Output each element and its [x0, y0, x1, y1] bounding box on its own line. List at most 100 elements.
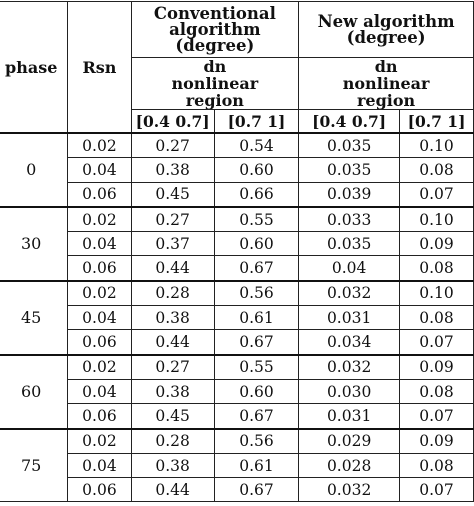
phase-cell: 0: [0, 132, 69, 208]
rsn-cell: 0.02: [67, 205, 132, 233]
rsn-cell: 0.02: [67, 132, 132, 159]
header-range-new-2: [0.7 1]: [399, 109, 474, 134]
new-range1-cell: 0.035: [298, 157, 401, 183]
rsn-cell: 0.04: [67, 305, 132, 331]
new-range1-cell: 0.031: [298, 305, 401, 331]
conv-range1-cell: 0.44: [130, 329, 215, 356]
table-row: 60 0.02 0.27 0.55 0.032 0.09: [0, 353, 474, 430]
new-range1-cell: 0.031: [298, 403, 401, 430]
header-range-conv-2: [0.7 1]: [213, 109, 300, 134]
conv-range2-cell: 0.55: [213, 205, 300, 233]
header-range-new-1: [0.4 0.7]: [298, 109, 401, 134]
rsn-cell: 0.04: [67, 231, 132, 257]
new-range2-cell: 0.08: [399, 255, 474, 282]
table-body: 0 0.02 0.27 0.54 0.035 0.10 0.04 0.38 0.60 0.035 0…: [0, 132, 474, 503]
header-rsn: Rsn: [67, 1, 132, 134]
conv-range2-cell: 0.67: [213, 329, 300, 356]
new-range2-cell: 0.09: [399, 427, 474, 454]
conv-range1-cell: 0.28: [130, 279, 215, 307]
new-range2-cell: 0.09: [399, 353, 474, 380]
new-range2-cell: 0.09: [399, 231, 474, 257]
rsn-cell: 0.06: [67, 329, 132, 356]
conv-range1-cell: 0.38: [130, 157, 215, 183]
conv-range1-cell: 0.38: [130, 452, 215, 479]
table-row: 0.06 0.45 0.67 0.031 0.07: [0, 403, 474, 430]
new-range1-cell: 0.029: [298, 427, 401, 454]
phase-cell: 75: [0, 427, 69, 503]
conv-range2-cell: 0.61: [213, 452, 300, 479]
new-range1-cell: 0.035: [298, 231, 401, 257]
table-row: 45 0.02 0.28 0.56 0.032 0.10: [0, 279, 474, 356]
new-range1-cell: 0.032: [298, 353, 401, 380]
phase-cell: 45: [0, 279, 69, 356]
new-range2-cell: 0.10: [399, 132, 474, 159]
conv-range1-cell: 0.27: [130, 205, 215, 233]
conv-range1-cell: 0.38: [130, 378, 215, 405]
conv-range1-cell: 0.27: [130, 353, 215, 380]
conv-range1-cell: 0.38: [130, 305, 215, 331]
new-range2-cell: 0.08: [399, 305, 474, 331]
new-range2-cell: 0.08: [399, 378, 474, 405]
header-dn-new: dn nonlinear region: [298, 57, 474, 110]
conv-range2-cell: 0.56: [213, 427, 300, 454]
header-phase: phase: [0, 1, 69, 134]
new-range2-cell: 0.07: [399, 403, 474, 430]
header-new-algorithm: New algorithm (degree): [298, 1, 474, 58]
table-row: 0.04 0.38 0.61 0.028 0.08: [0, 452, 474, 479]
table-header: phase Rsn Conventional algorithm (degree…: [0, 1, 474, 134]
conv-range2-cell: 0.60: [213, 231, 300, 257]
conv-range2-cell: 0.60: [213, 157, 300, 183]
table-row: 0.04 0.38 0.60 0.035 0.08: [0, 157, 474, 183]
rsn-cell: 0.02: [67, 353, 132, 380]
conv-range1-cell: 0.44: [130, 477, 215, 503]
conv-range2-cell: 0.54: [213, 132, 300, 159]
rsn-cell: 0.06: [67, 181, 132, 208]
rsn-cell: 0.06: [67, 403, 132, 430]
conv-range2-cell: 0.67: [213, 255, 300, 282]
conv-range1-cell: 0.37: [130, 231, 215, 257]
table-row: 0.04 0.38 0.61 0.031 0.08: [0, 305, 474, 331]
conv-range1-cell: 0.45: [130, 403, 215, 430]
rsn-cell: 0.04: [67, 378, 132, 405]
rsn-cell: 0.06: [67, 255, 132, 282]
rsn-cell: 0.04: [67, 452, 132, 479]
phase-cell: 30: [0, 205, 69, 282]
table-row: 75 0.02 0.28 0.56 0.029 0.09: [0, 427, 474, 503]
rsn-cell: 0.02: [67, 427, 132, 454]
new-range1-cell: 0.032: [298, 477, 401, 503]
header-conventional: Conventional algorithm (degree): [130, 1, 300, 58]
conv-range2-cell: 0.67: [213, 477, 300, 503]
new-range1-cell: 0.034: [298, 329, 401, 356]
rsn-cell: 0.06: [67, 477, 132, 503]
new-range2-cell: 0.10: [399, 205, 474, 233]
header-range-conv-1: [0.4 0.7]: [130, 109, 215, 134]
table-row: 0.06 0.44 0.67 0.04 0.08: [0, 255, 474, 282]
new-range1-cell: 0.032: [298, 279, 401, 307]
new-range2-cell: 0.07: [399, 181, 474, 208]
conv-range1-cell: 0.45: [130, 181, 215, 208]
conv-range2-cell: 0.61: [213, 305, 300, 331]
conv-range1-cell: 0.27: [130, 132, 215, 159]
table-row: 0 0.02 0.27 0.54 0.035 0.10: [0, 132, 474, 208]
new-range2-cell: 0.08: [399, 157, 474, 183]
new-range1-cell: 0.04: [298, 255, 401, 282]
conv-range2-cell: 0.67: [213, 403, 300, 430]
new-range2-cell: 0.10: [399, 279, 474, 307]
new-range1-cell: 0.028: [298, 452, 401, 479]
conv-range2-cell: 0.56: [213, 279, 300, 307]
table-row: 0.04 0.37 0.60 0.035 0.09: [0, 231, 474, 257]
conv-range2-cell: 0.60: [213, 378, 300, 405]
rsn-cell: 0.02: [67, 279, 132, 307]
phase-cell: 60: [0, 353, 69, 430]
new-range2-cell: 0.08: [399, 452, 474, 479]
conv-range2-cell: 0.55: [213, 353, 300, 380]
rsn-cell: 0.04: [67, 157, 132, 183]
table-row: 0.04 0.38 0.60 0.030 0.08: [0, 378, 474, 405]
header-dn-conventional: dn nonlinear region: [130, 57, 300, 110]
table-row: 0.06 0.44 0.67 0.032 0.07: [0, 477, 474, 503]
new-range1-cell: 0.035: [298, 132, 401, 159]
conv-range1-cell: 0.28: [130, 427, 215, 454]
table-row: 30 0.02 0.27 0.55 0.033 0.10: [0, 205, 474, 282]
